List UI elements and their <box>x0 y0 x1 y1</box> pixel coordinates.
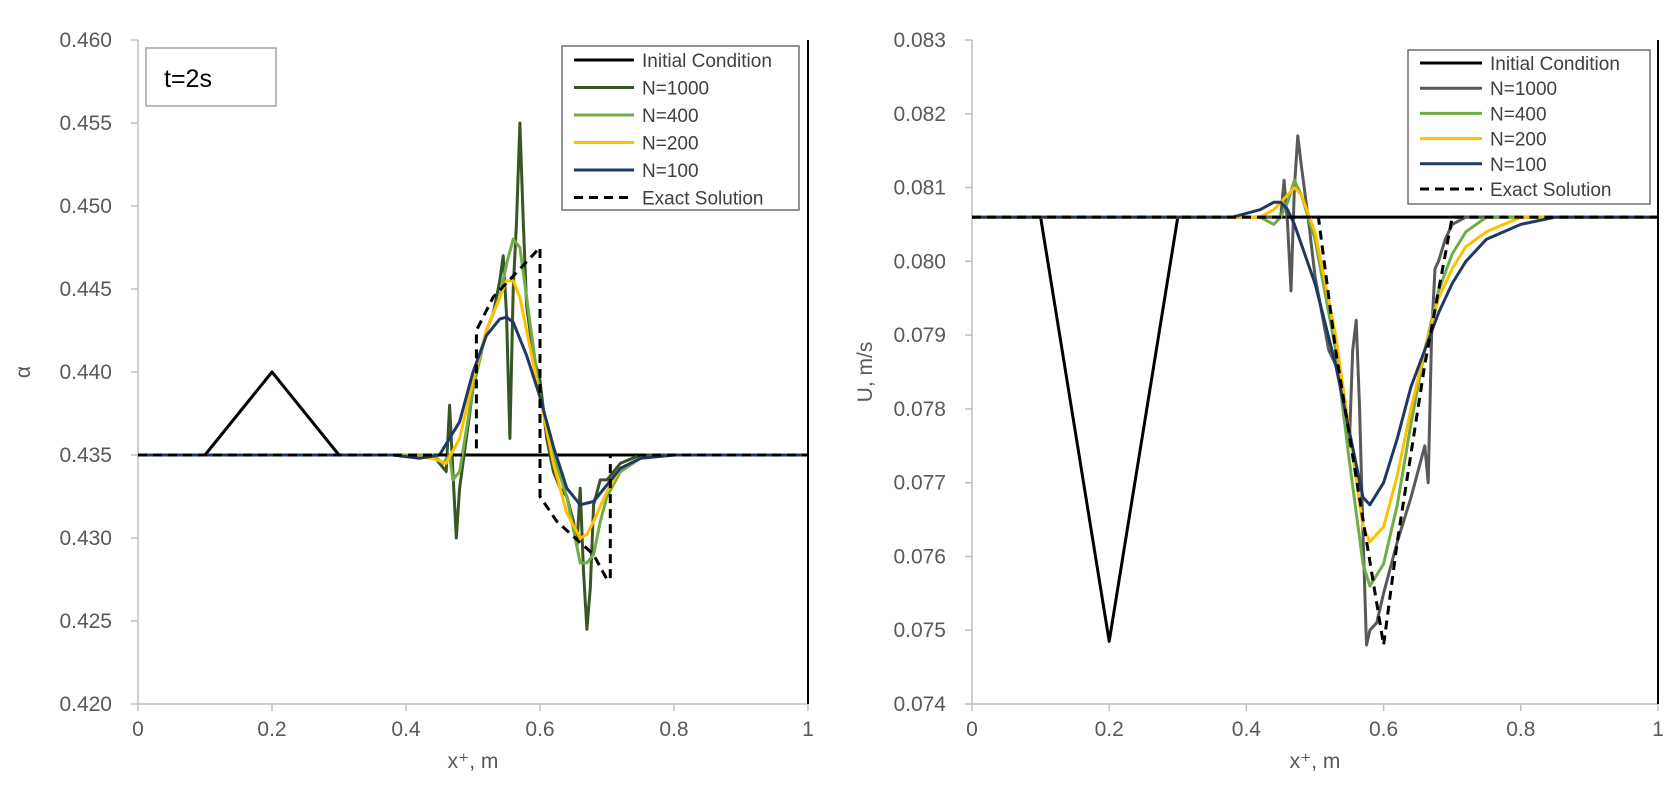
y-tick-label: 0.082 <box>893 103 946 126</box>
x-tick-label: 0.2 <box>257 718 286 741</box>
y-tick-label: 0.080 <box>893 250 946 273</box>
y-tick-label: 0.079 <box>893 324 946 347</box>
series-line-n-100 <box>138 315 808 507</box>
series-line-n-100 <box>972 200 1658 507</box>
x-axis-label: x⁺, m <box>1290 750 1341 773</box>
y-tick-label: 0.445 <box>59 278 112 301</box>
legend-label: N=100 <box>642 161 699 182</box>
y-tick-label: 0.083 <box>893 29 946 52</box>
y-tick-label: 0.076 <box>893 545 946 568</box>
legend-label: N=400 <box>642 106 699 127</box>
x-tick-label: 0.8 <box>1506 718 1535 741</box>
legend-label: Exact Solution <box>1490 180 1611 201</box>
legend: Initial Condition N=1000 N=400 N=200 N=100 Ex… <box>561 45 800 211</box>
legend-box <box>1407 49 1651 205</box>
series-line-exact-solution <box>138 246 808 581</box>
legend-label: Exact Solution <box>642 189 763 210</box>
x-tick-label: 1 <box>1652 718 1664 741</box>
y-tick-label: 0.078 <box>893 398 946 421</box>
legend-box <box>561 45 800 211</box>
legend: Initial Condition N=1000 N=400 N=200 N=100 Ex… <box>1407 49 1651 205</box>
legend-label: N=200 <box>1490 130 1547 151</box>
x-tick-label: 0.4 <box>1232 718 1262 741</box>
legend-label: N=1000 <box>642 79 709 100</box>
y-tick-label: 0.425 <box>59 610 112 633</box>
x-tick-label: 0.2 <box>1095 718 1124 741</box>
series-group <box>138 121 808 631</box>
x-tick-label: 0.8 <box>659 718 688 741</box>
y-tick-label: 0.077 <box>893 472 946 495</box>
legend-label: Initial Condition <box>1490 54 1620 75</box>
y-tick-label: 0.435 <box>59 444 112 467</box>
y-tick-label: 0.440 <box>59 361 112 384</box>
legend-label: N=1000 <box>1490 79 1557 100</box>
x-tick-label: 0.6 <box>1369 718 1398 741</box>
y-tick-label: 0.460 <box>59 29 112 52</box>
x-tick-label: 1 <box>802 718 814 741</box>
x-tick-label: 0 <box>132 718 144 741</box>
series-group <box>972 134 1658 647</box>
y-tick-label: 0.450 <box>59 195 112 218</box>
x-tick-label: 0 <box>966 718 978 741</box>
series-line-n-1000 <box>138 121 808 631</box>
velocity-chart: 0.074 0.075 0.076 0.077 0.078 0.079 0.080 0.081… <box>854 29 1664 773</box>
y-tick-label: 0.430 <box>59 527 112 550</box>
y-tick-label: 0.075 <box>893 619 946 642</box>
alpha-chart: 0.420 0.425 0.430 0.435 0.440 0.445 0.450 0.455… <box>12 29 814 773</box>
y-tick-label: 0.420 <box>59 693 112 716</box>
x-axis-label: x⁺, m <box>448 750 499 773</box>
y-tick-label: 0.074 <box>893 693 946 716</box>
series-line-n-200 <box>138 279 808 540</box>
annotation-text: t=2s <box>164 65 212 93</box>
series-line-n-400 <box>138 237 808 565</box>
legend-label: N=100 <box>1490 155 1547 176</box>
x-tick-label: 0.4 <box>391 718 421 741</box>
annotation-box <box>145 47 277 107</box>
series-line-n-400 <box>972 178 1658 588</box>
series-line-exact-solution <box>972 215 1658 647</box>
y-tick-label: 0.455 <box>59 112 112 135</box>
series-line-n-200 <box>972 186 1658 544</box>
x-tick-label: 0.6 <box>525 718 554 741</box>
y-axis-label: α <box>12 366 35 378</box>
y-axis-label: U, m/s <box>854 342 877 403</box>
legend-label: Initial Condition <box>642 51 772 72</box>
y-tick-label: 0.081 <box>893 177 946 200</box>
series-line-n-1000 <box>972 134 1658 647</box>
legend-label: N=200 <box>642 134 699 155</box>
legend-label: N=400 <box>1490 104 1547 125</box>
